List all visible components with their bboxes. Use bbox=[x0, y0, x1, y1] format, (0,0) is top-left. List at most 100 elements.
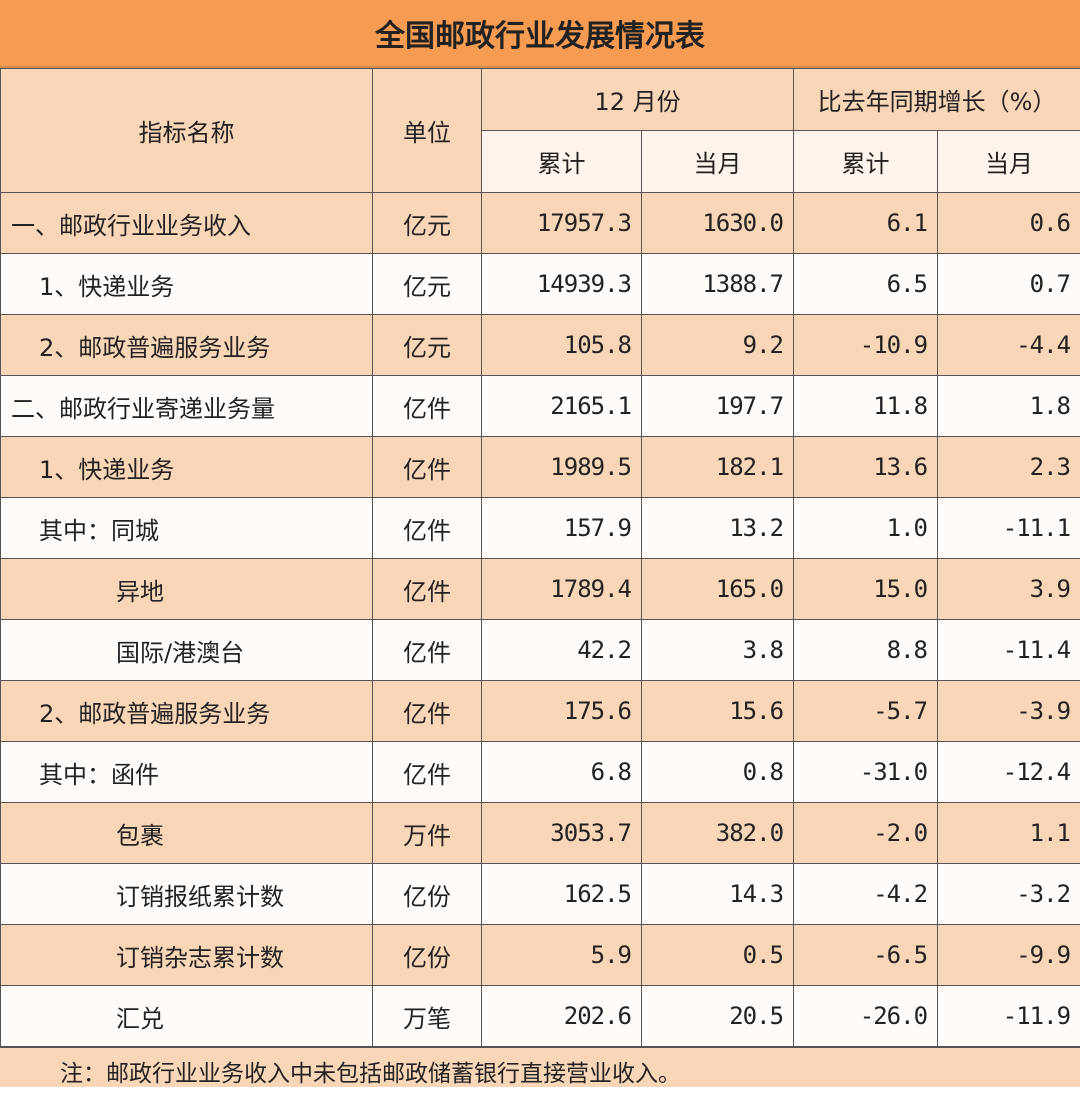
row-cumulative: 1789.4 bbox=[481, 558, 642, 620]
row-cumulative: 14939.3 bbox=[481, 253, 642, 315]
row-growth-month: 3.9 bbox=[937, 558, 1080, 620]
header-name: 指标名称 bbox=[0, 68, 373, 193]
row-growth-cumulative: -26.0 bbox=[793, 985, 939, 1047]
row-cumulative: 202.6 bbox=[481, 985, 642, 1047]
row-growth-month: -11.9 bbox=[937, 985, 1080, 1047]
row-growth-month: -11.4 bbox=[937, 619, 1080, 681]
row-month: 197.7 bbox=[640, 375, 795, 437]
row-month: 1630.0 bbox=[640, 192, 795, 254]
row-cumulative: 17957.3 bbox=[481, 192, 642, 254]
table-row: 2、邮政普遍服务业务 亿元 105.8 9.2 -10.9 -4.4 bbox=[0, 314, 1080, 376]
table-row: 订销报纸累计数 亿份 162.5 14.3 -4.2 -3.2 bbox=[0, 863, 1080, 925]
table-row: 一、邮政行业业务收入 亿元 17957.3 1630.0 6.1 0.6 bbox=[0, 192, 1080, 254]
row-cumulative: 42.2 bbox=[481, 619, 642, 681]
table-title: 全国邮政行业发展情况表 bbox=[0, 0, 1080, 68]
row-month: 15.6 bbox=[640, 680, 795, 742]
row-unit: 亿元 bbox=[372, 314, 482, 376]
header-period: 12 月份 bbox=[480, 68, 795, 131]
row-unit: 亿件 bbox=[372, 741, 482, 803]
row-unit: 亿件 bbox=[372, 680, 482, 742]
row-month: 1388.7 bbox=[640, 253, 795, 315]
row-unit: 亿件 bbox=[372, 375, 482, 437]
header-cumulative: 累计 bbox=[481, 130, 642, 193]
header-row-1: 指标名称 单位 12 月份 比去年同期增长（%） bbox=[0, 68, 1080, 193]
row-month: 9.2 bbox=[640, 314, 795, 376]
row-cumulative: 2165.1 bbox=[481, 375, 642, 437]
row-name: 2、邮政普遍服务业务 bbox=[0, 680, 373, 742]
row-month: 13.2 bbox=[640, 497, 795, 559]
row-cumulative: 5.9 bbox=[481, 924, 642, 986]
row-name: 一、邮政行业业务收入 bbox=[0, 192, 373, 254]
row-growth-month: -9.9 bbox=[937, 924, 1080, 986]
row-growth-month: -3.9 bbox=[937, 680, 1080, 742]
row-growth-month: -12.4 bbox=[937, 741, 1080, 803]
row-growth-cumulative: -31.0 bbox=[793, 741, 939, 803]
row-month: 382.0 bbox=[640, 802, 795, 864]
footnote: 注：邮政行业业务收入中未包括邮政储蓄银行直接营业收入。 bbox=[0, 1047, 1080, 1087]
row-growth-cumulative: -2.0 bbox=[793, 802, 939, 864]
row-growth-month: 1.1 bbox=[937, 802, 1080, 864]
row-growth-cumulative: -6.5 bbox=[793, 924, 939, 986]
row-name: 包裹 bbox=[0, 802, 373, 864]
row-unit: 亿件 bbox=[372, 497, 482, 559]
row-month: 165.0 bbox=[640, 558, 795, 620]
row-unit: 万件 bbox=[372, 802, 482, 864]
row-month: 14.3 bbox=[640, 863, 795, 925]
row-cumulative: 3053.7 bbox=[481, 802, 642, 864]
row-growth-cumulative: 6.1 bbox=[793, 192, 939, 254]
table-row: 其中：函件 亿件 6.8 0.8 -31.0 -12.4 bbox=[0, 741, 1080, 803]
table-row: 二、邮政行业寄递业务量 亿件 2165.1 197.7 11.8 1.8 bbox=[0, 375, 1080, 437]
row-growth-cumulative: 1.0 bbox=[793, 497, 939, 559]
row-name: 国际/港澳台 bbox=[0, 619, 373, 681]
header-row-2: 累计 当月 累计 当月 bbox=[1, 130, 1080, 193]
row-growth-cumulative: -4.2 bbox=[793, 863, 939, 925]
table-row: 订销杂志累计数 亿份 5.9 0.5 -6.5 -9.9 bbox=[0, 924, 1080, 986]
row-name: 1、快递业务 bbox=[0, 436, 373, 498]
row-unit: 亿份 bbox=[372, 863, 482, 925]
row-cumulative: 175.6 bbox=[481, 680, 642, 742]
table-row: 国际/港澳台 亿件 42.2 3.8 8.8 -11.4 bbox=[0, 619, 1080, 681]
row-name: 其中：同城 bbox=[0, 497, 373, 559]
row-cumulative: 157.9 bbox=[481, 497, 642, 559]
row-name: 订销报纸累计数 bbox=[0, 863, 373, 925]
row-growth-month: 0.6 bbox=[937, 192, 1080, 254]
header-unit: 单位 bbox=[372, 68, 482, 193]
row-name: 二、邮政行业寄递业务量 bbox=[0, 375, 373, 437]
header-month: 当月 bbox=[640, 130, 795, 193]
header-growth-month: 当月 bbox=[937, 130, 1080, 193]
row-name: 异地 bbox=[0, 558, 373, 620]
row-name: 其中：函件 bbox=[0, 741, 373, 803]
row-month: 3.8 bbox=[640, 619, 795, 681]
row-cumulative: 6.8 bbox=[481, 741, 642, 803]
row-name: 1、快递业务 bbox=[0, 253, 373, 315]
table-row: 1、快递业务 亿件 1989.5 182.1 13.6 2.3 bbox=[0, 436, 1080, 498]
row-unit: 亿件 bbox=[372, 436, 482, 498]
row-growth-cumulative: 11.8 bbox=[793, 375, 939, 437]
row-name: 订销杂志累计数 bbox=[0, 924, 373, 986]
row-unit: 亿件 bbox=[372, 558, 482, 620]
row-month: 0.5 bbox=[640, 924, 795, 986]
header-growth: 比去年同期增长（%） bbox=[793, 68, 1080, 131]
row-unit: 万笔 bbox=[372, 985, 482, 1047]
table-row: 2、邮政普遍服务业务 亿件 175.6 15.6 -5.7 -3.9 bbox=[0, 680, 1080, 742]
row-growth-cumulative: 8.8 bbox=[793, 619, 939, 681]
row-growth-cumulative: 6.5 bbox=[793, 253, 939, 315]
row-name: 汇兑 bbox=[0, 985, 373, 1047]
row-unit: 亿元 bbox=[372, 253, 482, 315]
row-growth-month: -11.1 bbox=[937, 497, 1080, 559]
row-month: 20.5 bbox=[640, 985, 795, 1047]
row-growth-month: -4.4 bbox=[937, 314, 1080, 376]
row-cumulative: 1989.5 bbox=[481, 436, 642, 498]
row-cumulative: 162.5 bbox=[481, 863, 642, 925]
row-growth-cumulative: 15.0 bbox=[793, 558, 939, 620]
table-row: 1、快递业务 亿元 14939.3 1388.7 6.5 0.7 bbox=[0, 253, 1080, 315]
row-growth-cumulative: -10.9 bbox=[793, 314, 939, 376]
table-row: 异地 亿件 1789.4 165.0 15.0 3.9 bbox=[0, 558, 1080, 620]
header-growth-cumulative: 累计 bbox=[793, 130, 939, 193]
row-growth-cumulative: 13.6 bbox=[793, 436, 939, 498]
row-growth-month: -3.2 bbox=[937, 863, 1080, 925]
row-month: 182.1 bbox=[640, 436, 795, 498]
row-name: 2、邮政普遍服务业务 bbox=[0, 314, 373, 376]
row-month: 0.8 bbox=[640, 741, 795, 803]
